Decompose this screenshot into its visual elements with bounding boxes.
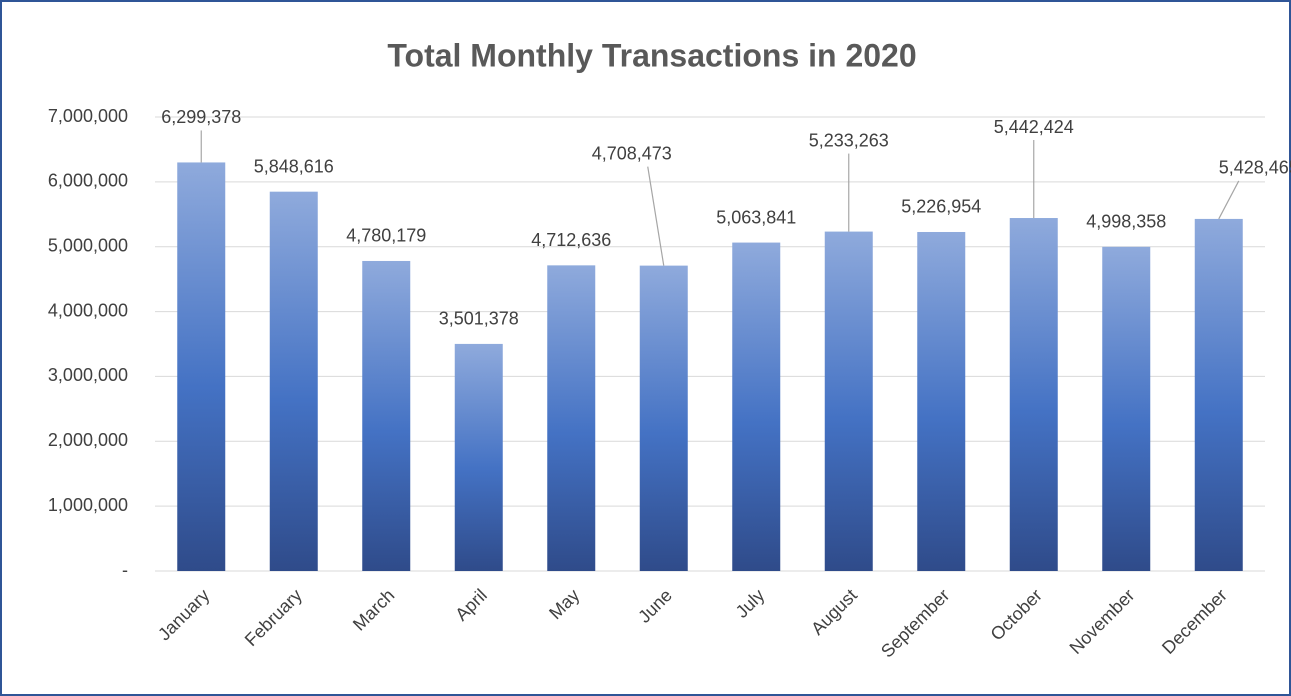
value-label: 5,233,263 [809,130,889,150]
y-tick-label: 4,000,000 [48,300,128,320]
value-label: 5,428,465 [1219,158,1291,178]
bar [917,232,965,571]
value-label: 5,442,424 [994,117,1074,137]
chart-title: Total Monthly Transactions in 2020 [387,37,916,73]
bar [362,261,410,571]
value-label: 6,299,378 [161,107,241,127]
chart: Total Monthly Transactions in 2020 - 1,00… [0,0,1291,696]
y-tick-label: 7,000,000 [48,106,128,126]
value-label: 4,998,358 [1086,212,1166,232]
page: {"chart_data": {"type": "bar", "title": … [0,0,1291,696]
value-label: 5,226,954 [901,197,981,217]
y-tick-label: 2,000,000 [48,430,128,450]
y-tick-label: 6,000,000 [48,171,128,191]
value-label: 5,063,841 [716,207,796,227]
bar [1010,218,1058,571]
value-label: 4,712,636 [531,230,611,250]
bar [547,265,595,571]
bar [732,243,780,571]
value-label: 5,848,616 [254,156,334,176]
bar [825,232,873,571]
bar [177,162,225,571]
value-label: 4,708,473 [592,143,672,163]
value-label: 4,780,179 [346,226,426,246]
y-tick-label: 5,000,000 [48,235,128,255]
bar [455,344,503,571]
bar [1102,247,1150,571]
y-tick-label: 3,000,000 [48,365,128,385]
bar [270,192,318,571]
y-tick-label: 1,000,000 [48,495,128,515]
value-label: 3,501,378 [439,309,519,329]
bar [640,266,688,571]
bar [1195,219,1243,571]
y-tick-label: - [122,560,128,580]
